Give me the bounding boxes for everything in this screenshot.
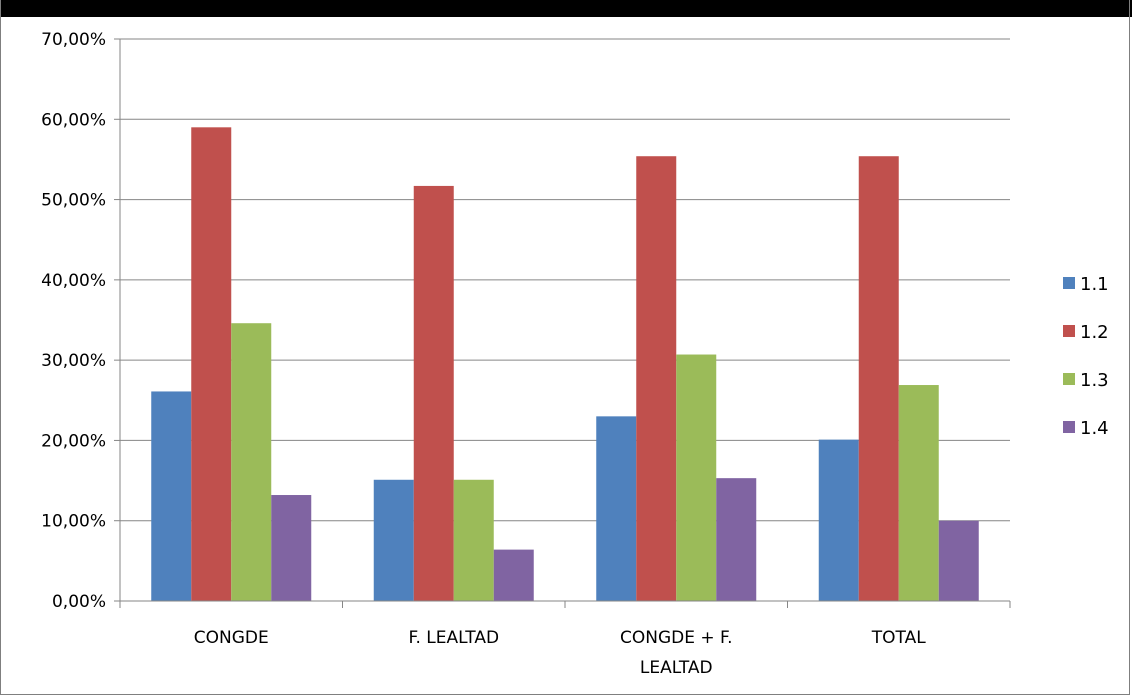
bar-series-1-1 — [373, 479, 414, 601]
y-tick-label: 30,00% — [41, 351, 106, 371]
x-tick-label-line: TOTAL — [871, 628, 926, 648]
y-axis-tick-labels: 0,00% 10,00% 20,00% 30,00% 40,00% 50,00% 60,00… — [41, 30, 106, 612]
x-tick-label-line: CONGDE + F. — [620, 628, 732, 648]
bar-series-1-1 — [596, 416, 637, 601]
legend-swatch — [1063, 325, 1075, 337]
y-tick-label: 40,00% — [41, 271, 106, 291]
legend-label: 1.3 — [1080, 370, 1109, 391]
bar-series-1-4 — [716, 478, 757, 601]
y-tick-label: 50,00% — [41, 191, 106, 211]
legend: 1.1 1.2 1.3 1.4 — [1063, 274, 1109, 439]
x-tick-label: CONGDE + F. LEALTAD — [620, 628, 732, 678]
x-tick-label-line: LEALTAD — [640, 658, 713, 678]
axes — [119, 39, 1011, 608]
y-tick-label: 60,00% — [41, 110, 106, 130]
x-tick-label: F. LEALTAD — [408, 628, 499, 648]
bar-series-1-3 — [231, 323, 272, 601]
bar-series-1-3 — [453, 479, 494, 601]
bar-series-1-2 — [858, 156, 899, 601]
legend-swatch — [1063, 373, 1075, 385]
y-tick-label: 20,00% — [41, 431, 106, 451]
x-tick-label: TOTAL — [871, 628, 926, 648]
y-tick-label: 0,00% — [52, 592, 106, 612]
bar-series-1-4 — [493, 549, 534, 601]
legend-swatch — [1063, 421, 1075, 433]
legend-label: 1.4 — [1080, 418, 1109, 439]
bar-series-1-2 — [191, 127, 232, 602]
bar-series-1-4 — [938, 520, 979, 601]
x-tick-label-line: F. LEALTAD — [408, 628, 499, 648]
bar-series-1-1 — [818, 439, 859, 601]
title-bar — [0, 0, 1132, 17]
y-tick-label: 70,00% — [41, 30, 106, 50]
bars — [151, 127, 979, 602]
x-axis-tick-labels: CONGDE F. LEALTAD CONGDE + F. LEALTAD TOTAL — [194, 628, 926, 678]
bar-series-1-2 — [636, 156, 677, 601]
legend-label: 1.2 — [1080, 322, 1109, 343]
bar-series-1-3 — [898, 385, 939, 601]
legend-swatch — [1063, 277, 1075, 289]
legend-label: 1.1 — [1080, 274, 1109, 295]
bar-series-1-1 — [151, 391, 192, 601]
bar-series-1-4 — [271, 495, 312, 601]
x-tick-label: CONGDE — [194, 628, 269, 648]
x-tick-label-line: CONGDE — [194, 628, 269, 648]
y-tick-label: 10,00% — [41, 512, 106, 532]
bar-series-1-3 — [676, 354, 717, 601]
bar-series-1-2 — [413, 185, 454, 601]
